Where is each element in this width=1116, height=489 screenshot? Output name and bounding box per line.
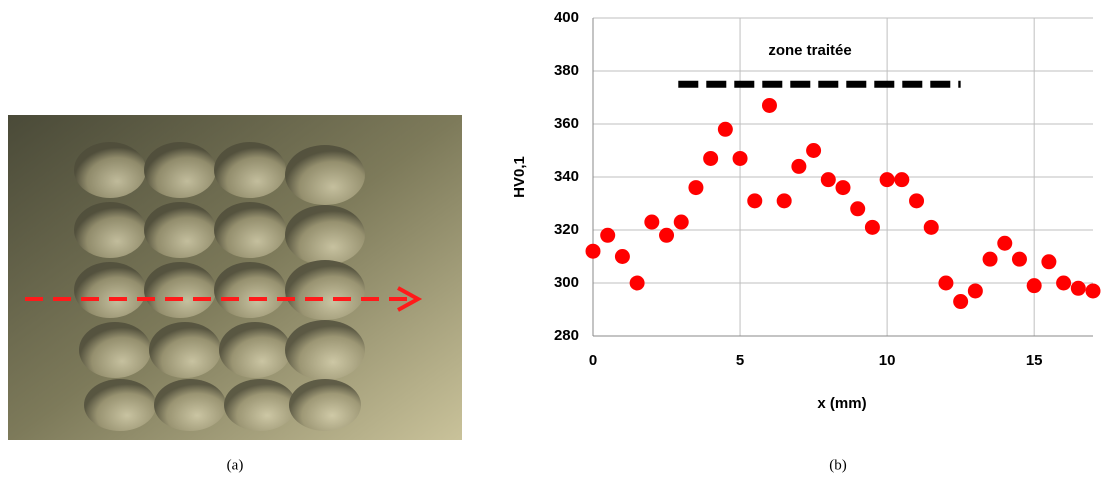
data-point: [747, 193, 763, 209]
caption: (b): [829, 457, 847, 473]
y-tick-label: 280: [554, 327, 579, 344]
x-tick-label: 15: [1026, 352, 1043, 369]
data-point: [997, 235, 1013, 251]
x-axis-label: x (mm): [817, 395, 866, 412]
data-point: [732, 150, 748, 166]
data-point: [835, 180, 851, 196]
data-point: [1011, 251, 1027, 267]
data-point: [600, 227, 616, 243]
data-point: [673, 214, 689, 230]
data-point: [717, 121, 733, 137]
data-point: [688, 180, 704, 196]
x-tick-label: 0: [589, 352, 597, 369]
data-point: [909, 193, 925, 209]
y-tick-label: 400: [554, 9, 579, 26]
data-point: [1026, 278, 1042, 294]
data-point: [1041, 254, 1057, 270]
y-tick-label: 300: [554, 274, 579, 291]
data-point: [820, 172, 836, 188]
x-tick-label: 10: [879, 352, 896, 369]
y-tick-label: 380: [554, 62, 579, 79]
data-point: [894, 172, 910, 188]
y-tick-label: 320: [554, 221, 579, 238]
y-tick-label: 340: [554, 168, 579, 185]
data-point: [1085, 283, 1101, 299]
y-axis-label: HV0,1: [511, 156, 528, 198]
data-point: [703, 150, 719, 166]
data-point: [967, 283, 983, 299]
data-point: [644, 214, 660, 230]
data-point: [1070, 280, 1086, 296]
data-point: [864, 219, 880, 235]
data-point: [923, 219, 939, 235]
data-point: [629, 275, 645, 291]
data-point: [761, 97, 777, 113]
data-point: [791, 158, 807, 174]
data-point: [982, 251, 998, 267]
x-tick-label: 5: [736, 352, 744, 369]
data-point: [659, 227, 675, 243]
data-point: [806, 143, 822, 158]
data-point: [953, 294, 969, 310]
data-point: [776, 193, 792, 209]
data-point: [879, 172, 895, 188]
data-point: [1056, 275, 1072, 291]
caption: (a): [227, 457, 244, 473]
data-point: [614, 249, 630, 264]
data-point: [850, 201, 866, 217]
annotation: zone traitée: [768, 42, 851, 59]
data-point: [585, 243, 601, 259]
data-point: [938, 275, 954, 291]
photo: [8, 115, 462, 440]
y-tick-label: 360: [554, 115, 579, 132]
